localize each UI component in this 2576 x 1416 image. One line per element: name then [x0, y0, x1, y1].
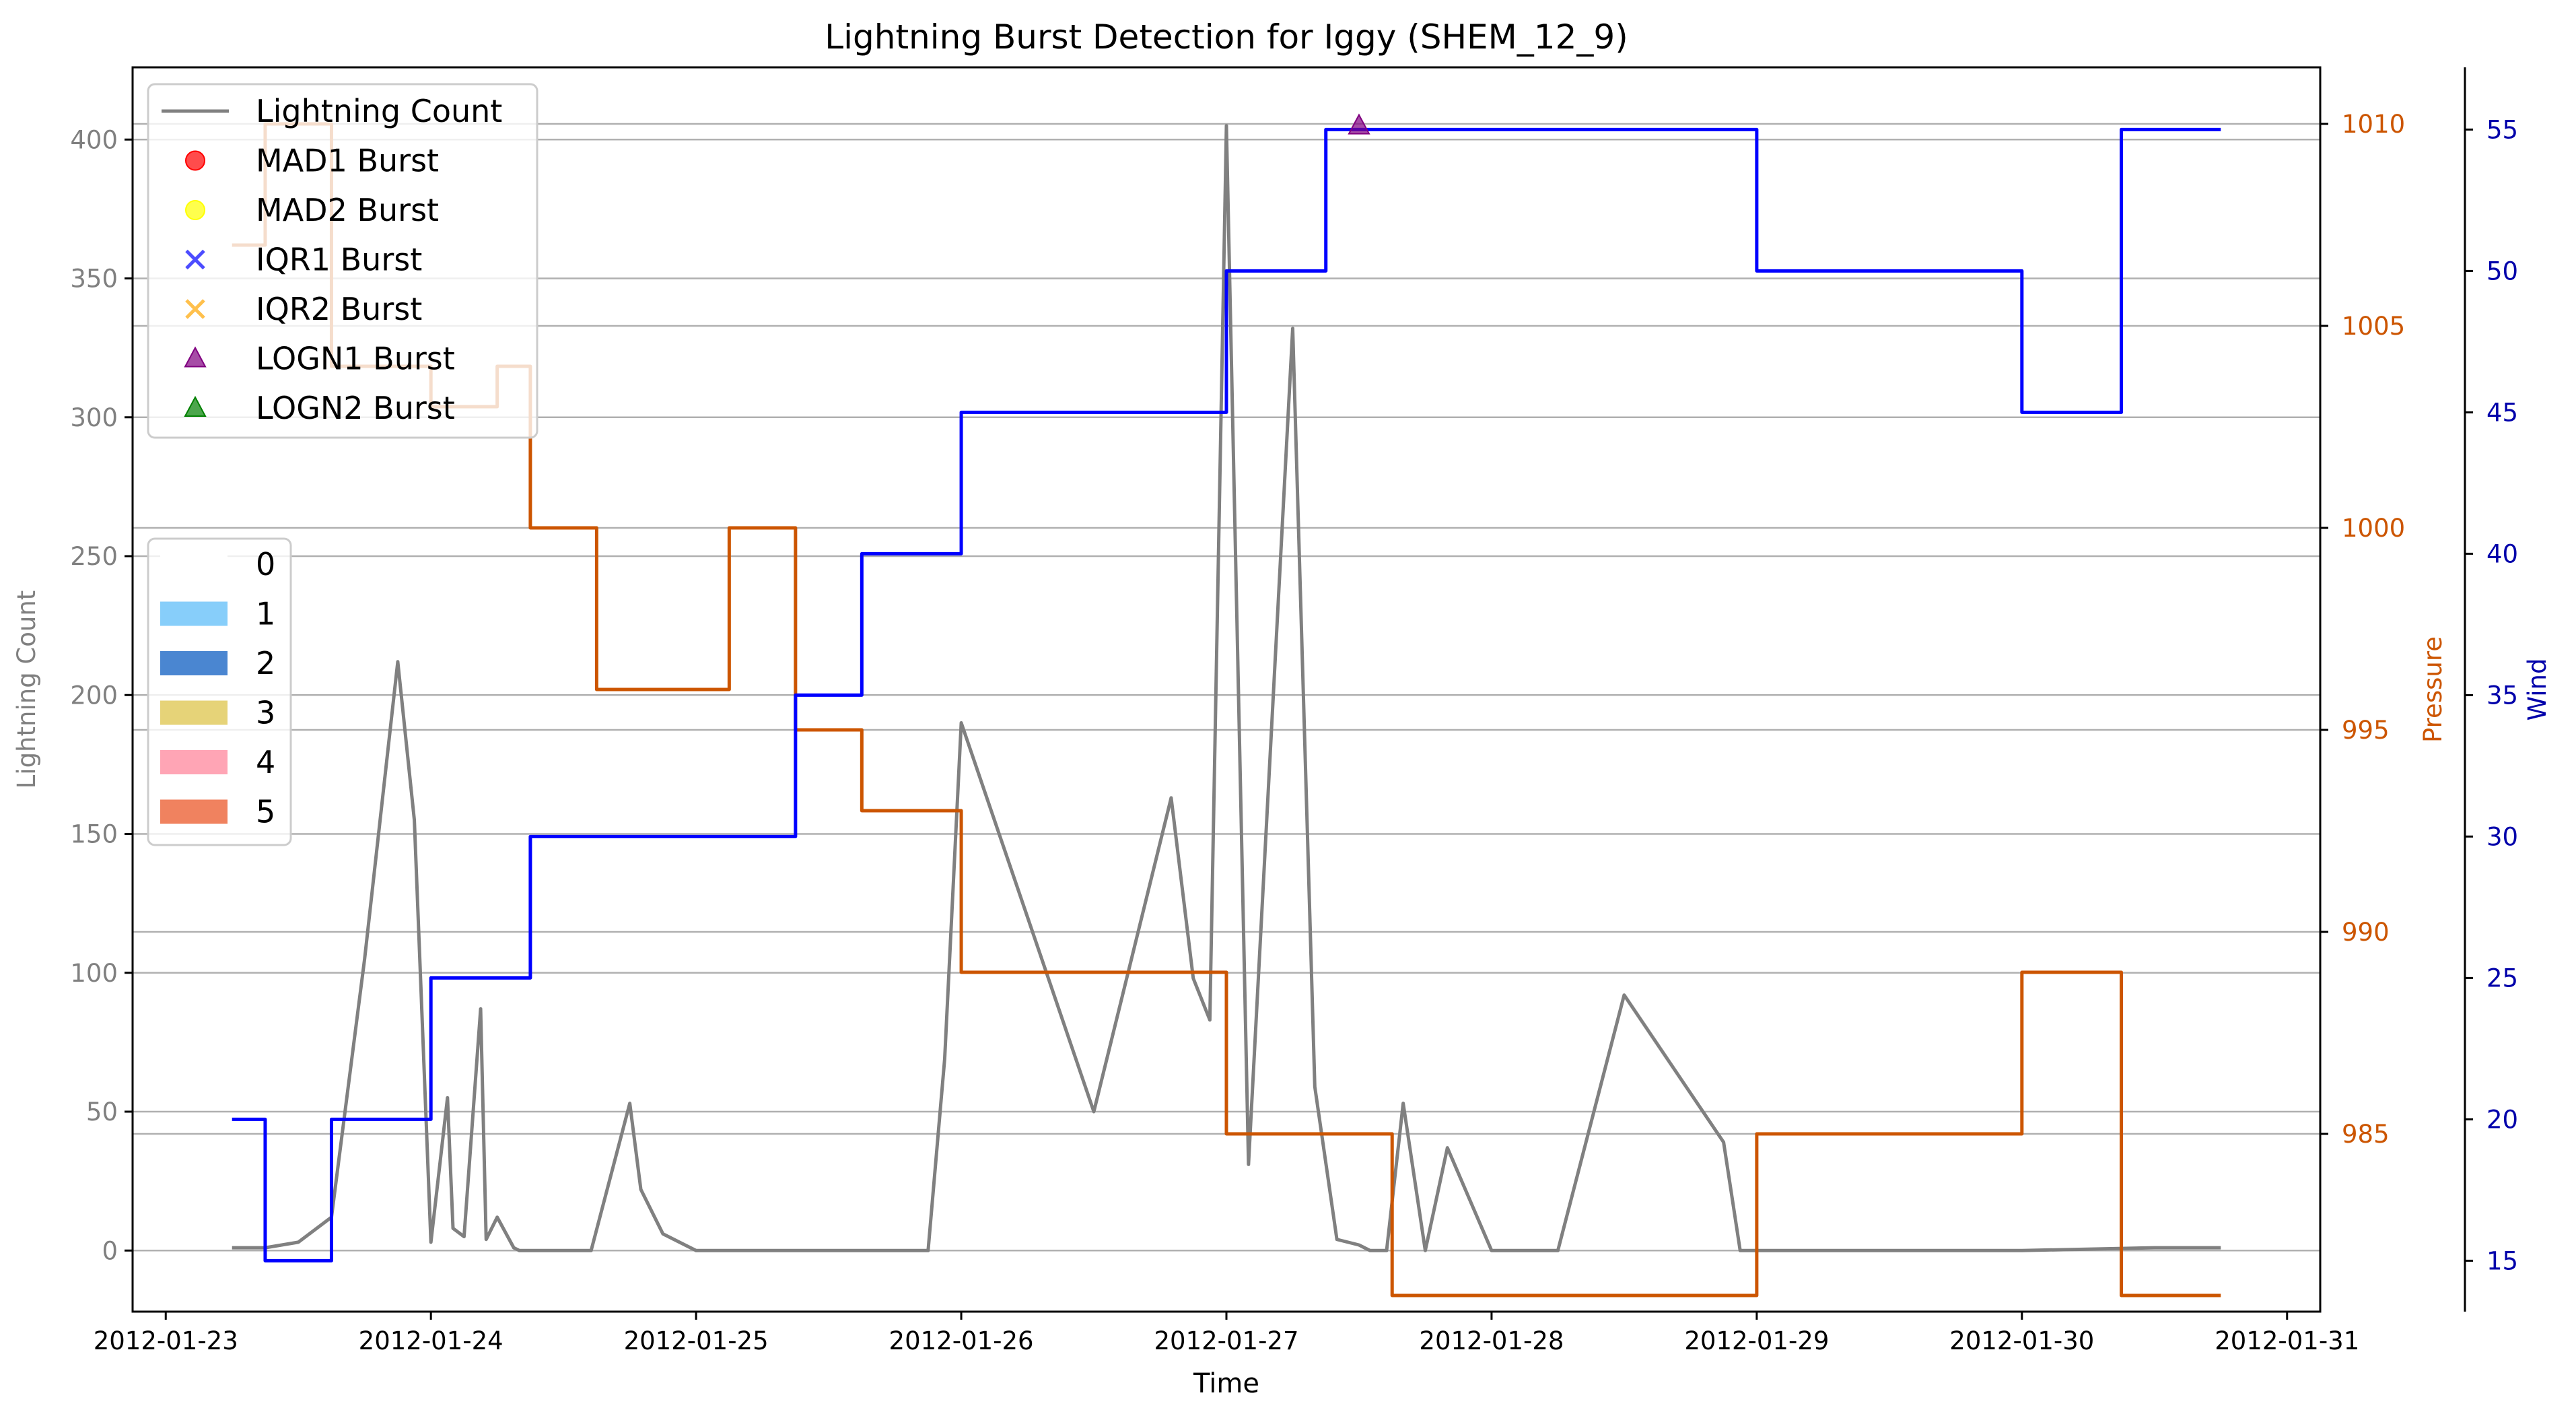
- tick-label: 100: [70, 959, 118, 988]
- legend-swatch: [160, 552, 228, 576]
- legend-label: 5: [256, 794, 275, 830]
- legend-label: Lightning Count: [256, 93, 502, 129]
- tick-label: 1010: [2342, 110, 2405, 139]
- tick-label: 150: [70, 820, 118, 849]
- tick-label: 300: [70, 403, 118, 432]
- legend-label: IQR2 Burst: [256, 291, 422, 327]
- legend-label: 1: [256, 596, 275, 632]
- legend-swatch: [160, 651, 228, 675]
- tick-label: 1000: [2342, 514, 2405, 543]
- legend-label: 4: [256, 744, 275, 780]
- tick-label: 200: [70, 681, 118, 710]
- legend-label: MAD1 Burst: [256, 143, 439, 179]
- tick-label: 20: [2486, 1105, 2518, 1134]
- tick-label: 2012-01-28: [1419, 1326, 1564, 1355]
- legend-label: IQR1 Burst: [256, 242, 422, 278]
- tick-label: 2012-01-26: [889, 1326, 1034, 1355]
- tick-label: 50: [2486, 257, 2518, 285]
- x-axis-label: Time: [1193, 1368, 1259, 1399]
- tick-label: 15: [2486, 1246, 2518, 1275]
- tick-label: 40: [2486, 539, 2518, 568]
- tick-label: 2012-01-27: [1154, 1326, 1298, 1355]
- wind-axis-label: Wind: [2523, 659, 2552, 721]
- tick-label: 2012-01-31: [2215, 1326, 2359, 1355]
- tick-label: 985: [2342, 1120, 2390, 1149]
- tick-label: 45: [2486, 398, 2518, 427]
- tick-label: 50: [86, 1098, 118, 1126]
- tick-label: 0: [102, 1236, 118, 1265]
- tick-label: 2012-01-30: [1949, 1326, 2094, 1355]
- legend-label: 0: [256, 546, 275, 582]
- tick-label: 400: [70, 125, 118, 154]
- pressure-axis-label: Pressure: [2418, 636, 2447, 743]
- legend-label: 3: [256, 695, 275, 731]
- tick-label: 30: [2486, 822, 2518, 851]
- burst-legend: Lightning Count MAD1 Burst MAD2 Burst IQR1 …: [147, 83, 538, 439]
- legend-label: MAD2 Burst: [256, 192, 439, 228]
- time-axis: 2012-01-23 2012-01-24 2012-01-25 2012-01-26…: [94, 1312, 2359, 1355]
- legend-swatch: [160, 601, 228, 626]
- wind-line: [232, 127, 2221, 1262]
- legend-swatch: [184, 346, 207, 368]
- tick-label: 2012-01-25: [624, 1326, 769, 1355]
- category-legend: 0 1 2 3 4 5: [147, 537, 292, 846]
- legend-swatch: [160, 799, 228, 824]
- tick-label: 2012-01-29: [1684, 1326, 1829, 1355]
- tick-label: 25: [2486, 964, 2518, 992]
- lightning-count-line: [232, 124, 2221, 1252]
- legend-frame: [147, 83, 538, 439]
- lightning-axis-label: Lightning Count: [12, 591, 41, 789]
- tick-label: 35: [2486, 681, 2518, 710]
- tick-label: 1005: [2342, 312, 2405, 341]
- tick-label: 2012-01-24: [359, 1326, 503, 1355]
- tick-label: 995: [2342, 716, 2390, 745]
- tick-label: 55: [2486, 115, 2518, 144]
- wind-axis: 15 20 25 30 35 40 45 50 55 Wind: [2464, 67, 2552, 1312]
- legend-swatch: [160, 750, 228, 774]
- legend-swatch: [185, 200, 205, 220]
- tick-label: 2012-01-23: [94, 1326, 238, 1355]
- legend-label: 2: [256, 645, 275, 681]
- tick-label: 990: [2342, 918, 2390, 947]
- tick-label: 250: [70, 542, 118, 571]
- chart-title: Lightning Burst Detection for Iggy (SHEM…: [825, 18, 1628, 57]
- legend-swatch: [160, 700, 228, 725]
- legend-label: LOGN1 Burst: [256, 341, 455, 377]
- legend-swatch: [185, 299, 205, 319]
- pressure-axis: 985 990 995 1000 1005 1010 Pressure: [2320, 110, 2447, 1149]
- legend-swatch: [184, 395, 207, 417]
- burst-marker: [1348, 113, 1370, 135]
- legend-swatch: [185, 150, 205, 171]
- legend-label: LOGN2 Burst: [256, 390, 455, 426]
- legend-swatch: [185, 249, 205, 270]
- tick-label: 350: [70, 265, 118, 294]
- lightning-axis: 0 50 100 150 200 250 300 350 400 Lightning Count: [12, 125, 133, 1265]
